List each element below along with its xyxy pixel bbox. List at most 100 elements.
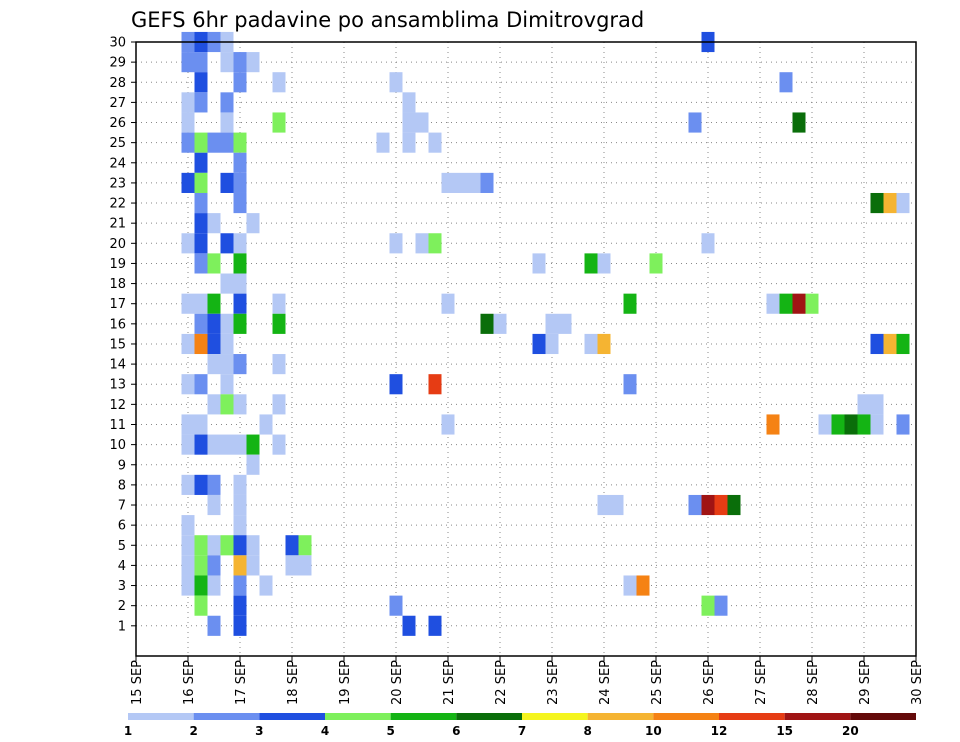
- y-tick-label: 4: [118, 559, 126, 574]
- y-tick-label: 28: [109, 76, 126, 91]
- precip-cell: [818, 414, 832, 435]
- precip-cell: [233, 52, 247, 73]
- precip-cell: [194, 152, 208, 173]
- precip-cell: [233, 394, 247, 415]
- precip-cell: [623, 575, 637, 596]
- precip-cell: [233, 555, 247, 576]
- colorbar-label: 12: [711, 724, 728, 738]
- precip-cell: [194, 555, 208, 576]
- precip-cell: [233, 474, 247, 495]
- precip-cell: [857, 414, 871, 435]
- precip-cell: [389, 374, 403, 395]
- precip-cell: [194, 132, 208, 153]
- precip-cell: [207, 535, 221, 556]
- precip-cell: [181, 52, 195, 73]
- x-tick-label: 15 SEP: [130, 660, 145, 705]
- x-tick-label: 16 SEP: [182, 660, 197, 705]
- x-tick-label: 20 SEP: [390, 660, 405, 705]
- precip-cell: [402, 615, 416, 636]
- y-tick-label: 12: [109, 398, 126, 413]
- precip-cell: [194, 253, 208, 274]
- precip-cell: [779, 293, 793, 314]
- x-tick-label: 23 SEP: [546, 660, 561, 705]
- precip-cell: [194, 192, 208, 214]
- precip-cell: [870, 333, 884, 355]
- y-tick-label: 15: [109, 337, 126, 352]
- precip-cell: [545, 333, 559, 355]
- precip-cell: [688, 494, 702, 516]
- precip-cell: [194, 293, 208, 314]
- precip-cell: [233, 535, 247, 556]
- y-tick-label: 30: [109, 36, 126, 51]
- chart-title: GEFS 6hr padavine po ansamblima Dimitrov…: [131, 8, 644, 32]
- precip-cell: [220, 233, 234, 254]
- precip-cell: [181, 575, 195, 596]
- precip-cell: [181, 92, 195, 113]
- precip-cell: [220, 313, 234, 334]
- precip-cell: [181, 535, 195, 556]
- y-tick-label: 18: [109, 277, 126, 292]
- precip-cell: [194, 172, 208, 193]
- precip-cell: [701, 494, 715, 516]
- precip-cell: [870, 192, 884, 214]
- precip-cell: [857, 394, 871, 415]
- precip-cell: [402, 132, 416, 153]
- precip-cell: [558, 313, 572, 334]
- precip-cell: [870, 414, 884, 435]
- y-tick-label: 2: [118, 599, 126, 614]
- precip-cell: [181, 132, 195, 153]
- colorbar-legend: 1 2 3 4 5 6 7 8 10 12 15 20: [124, 713, 916, 738]
- precip-cell: [233, 354, 247, 375]
- precip-cell: [610, 494, 624, 516]
- precip-cell: [714, 595, 728, 616]
- precip-cell: [623, 293, 637, 314]
- precip-cell: [220, 52, 234, 73]
- x-tick-label: 26 SEP: [702, 660, 717, 705]
- precip-cell: [194, 414, 208, 435]
- precip-cell: [233, 172, 247, 193]
- colorbar-label: 6: [452, 724, 460, 738]
- y-tick-label: 9: [118, 458, 126, 473]
- y-tick-label: 20: [109, 237, 126, 252]
- precip-cell: [584, 253, 598, 274]
- precip-cell: [220, 333, 234, 355]
- precip-cell: [194, 535, 208, 556]
- precip-cell: [532, 253, 546, 274]
- precip-cell: [402, 112, 416, 133]
- precip-cell: [207, 575, 221, 596]
- precip-cell: [714, 494, 728, 516]
- precip-cell: [194, 575, 208, 596]
- precip-cell: [779, 72, 793, 93]
- precip-cell: [584, 333, 598, 355]
- precip-cell: [233, 72, 247, 93]
- precip-cell: [636, 575, 650, 596]
- y-tick-label: 27: [109, 96, 126, 111]
- x-tick-label: 18 SEP: [286, 660, 301, 705]
- precip-cell: [415, 112, 429, 133]
- colorbar-swatch: [259, 713, 325, 720]
- precip-cell: [441, 293, 455, 314]
- precip-cell: [766, 414, 780, 435]
- precip-cell: [233, 132, 247, 153]
- y-tick-label: 10: [109, 438, 126, 453]
- precip-cell: [246, 535, 260, 556]
- precip-cell: [207, 253, 221, 274]
- precip-cell: [493, 313, 507, 334]
- precip-cell: [233, 434, 247, 455]
- precip-cell: [428, 615, 442, 636]
- colorbar-swatch: [522, 713, 588, 720]
- precip-cell: [194, 333, 208, 355]
- precip-cell: [649, 253, 663, 274]
- precip-cell: [181, 172, 195, 193]
- y-tick-label: 24: [109, 156, 126, 171]
- x-tick-label: 21 SEP: [442, 660, 457, 705]
- precip-cell: [233, 313, 247, 334]
- x-tick-label: 25 SEP: [650, 660, 665, 705]
- y-tick-label: 29: [109, 56, 126, 71]
- precip-cell: [428, 233, 442, 254]
- precip-cell: [389, 72, 403, 93]
- precip-cell: [207, 333, 221, 355]
- precip-cell: [272, 313, 286, 334]
- precip-cell: [194, 313, 208, 334]
- precip-cell: [181, 374, 195, 395]
